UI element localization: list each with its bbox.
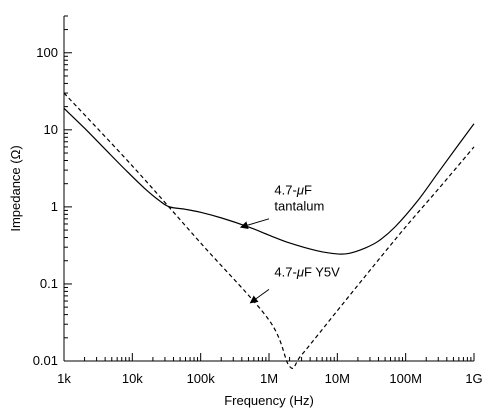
tantalum-series-line [63,107,475,255]
y-tick-label: 1 [51,199,58,214]
x-tick-label: 10M [325,371,350,386]
y-tick-label: 10 [44,122,58,137]
tantalum-annotation-arrow [239,218,270,230]
tantalum-annotation-label: 4.7-μF [274,182,312,197]
y-tick-label: 0.1 [40,276,58,291]
y5v-annotation-label: 4.7-μF Y5V [274,264,340,279]
series-layer [63,92,475,369]
x-axis-title: Frequency (Hz) [224,393,314,408]
x-tick-label: 1G [465,371,482,386]
x-tick-label: 100M [389,371,422,386]
tantalum-annotation-label-line2: tantalum [274,198,324,213]
x-tick-label: 1M [260,371,278,386]
x-tick-label: 1k [57,371,71,386]
x-tick-label: 100k [187,371,216,386]
y-tick-label: 100 [36,45,58,60]
y-axis-title: Impedance (Ω) [8,145,23,231]
axes: 1k 10k 100k 1M 10M 100M 1G 0.01 0.1 1 10 100 [33,15,483,386]
y5v-series-line [63,92,475,369]
y5v-annotation-arrow [249,288,270,304]
y-tick-label: 0.01 [33,353,58,368]
x-tick-label: 10k [122,371,143,386]
